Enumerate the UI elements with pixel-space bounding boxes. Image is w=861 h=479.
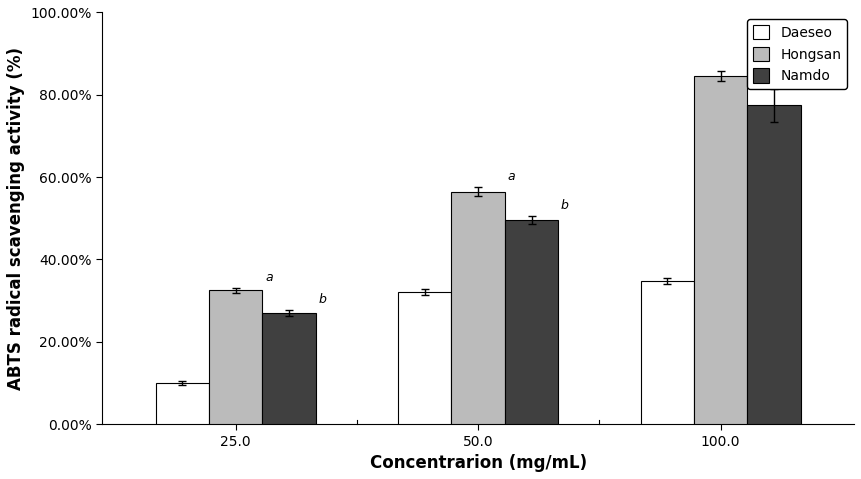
Text: a: a [803,71,811,84]
Bar [451,192,505,424]
Bar [505,220,558,424]
Text: a: a [750,54,758,67]
X-axis label: Concentrarion (mg/mL): Concentrarion (mg/mL) [369,454,586,472]
Text: b: b [319,293,326,306]
Bar [156,383,209,424]
Legend: Daeseo, Hongsan, Namdo: Daeseo, Hongsan, Namdo [747,19,847,89]
Bar [398,292,451,424]
Text: b: b [697,261,704,274]
Bar [263,313,316,424]
Text: a: a [265,271,273,284]
Bar [641,281,694,424]
Text: b: b [561,199,569,212]
Bar [747,105,801,424]
Bar [694,76,747,424]
Text: c: c [212,364,219,377]
Text: c: c [454,273,461,285]
Text: a: a [507,170,515,183]
Y-axis label: ABTS radical scavenging activity (%): ABTS radical scavenging activity (%) [7,47,25,390]
Bar [209,290,263,424]
